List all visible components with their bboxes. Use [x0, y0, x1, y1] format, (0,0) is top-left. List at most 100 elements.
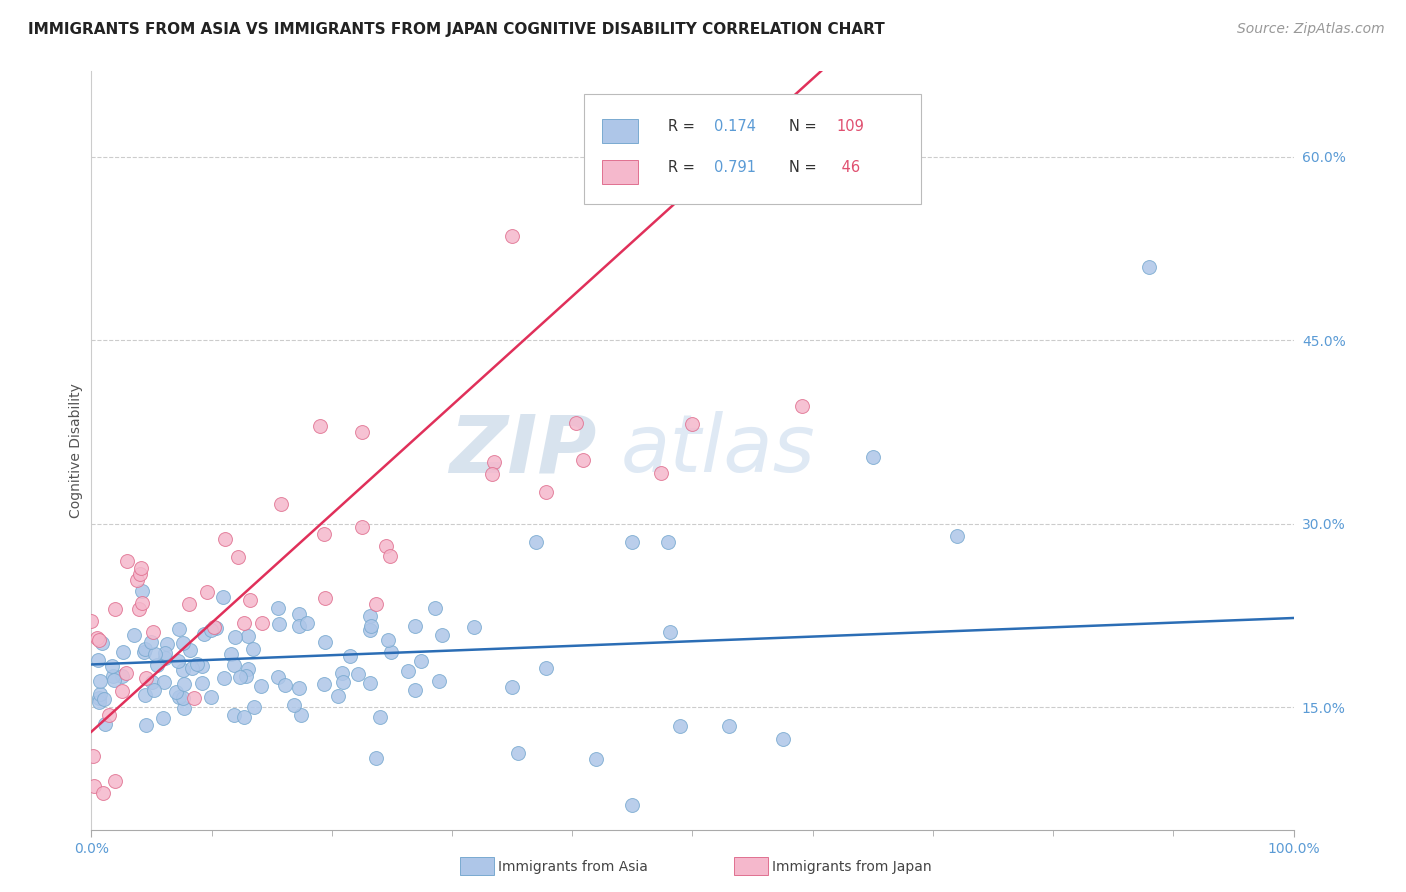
Point [89, 688, 111, 702]
Text: IMMIGRANTS FROM ASIA VS IMMIGRANTS FROM JAPAN COGNITIVE DISABILITY CORRELATION C: IMMIGRANTS FROM ASIA VS IMMIGRANTS FROM … [28, 22, 884, 37]
Point [183, 690, 205, 705]
Point [89, 673, 111, 688]
Point [295, 616, 318, 631]
Point [411, 654, 433, 668]
Point [111, 645, 134, 659]
Point [152, 711, 174, 725]
Point [127, 573, 149, 587]
Point [101, 659, 124, 673]
Text: N =: N = [789, 161, 817, 175]
Point [195, 584, 218, 599]
Point [222, 658, 245, 673]
Point [659, 624, 682, 639]
Point [534, 660, 557, 674]
Text: R =: R = [668, 120, 700, 134]
Point [423, 600, 446, 615]
Point [129, 567, 152, 582]
Point [463, 620, 485, 634]
Point [236, 629, 259, 643]
Point [375, 540, 398, 554]
Point [233, 709, 256, 723]
Point [104, 602, 127, 616]
Point [135, 718, 157, 732]
Point [862, 450, 884, 464]
Point [134, 642, 156, 657]
Point [146, 658, 169, 673]
Point [200, 690, 222, 704]
Point [80, 614, 103, 628]
Y-axis label: Cognitive Disability: Cognitive Disability [69, 383, 83, 518]
Point [153, 651, 176, 665]
Point [274, 678, 297, 692]
Point [339, 649, 361, 664]
Point [350, 520, 373, 534]
Point [153, 675, 176, 690]
Point [328, 689, 350, 703]
Point [165, 684, 187, 698]
Point [359, 675, 381, 690]
Point [167, 622, 190, 636]
Point [239, 592, 262, 607]
Point [226, 550, 249, 565]
Point [177, 597, 200, 611]
Point [377, 633, 399, 648]
Point [153, 646, 176, 660]
Point [142, 624, 165, 639]
Point [790, 399, 813, 413]
Point [173, 676, 195, 690]
Point [129, 561, 152, 575]
Point [565, 417, 588, 431]
Point [484, 455, 506, 469]
Point [360, 619, 382, 633]
Point [167, 690, 190, 705]
Point [359, 623, 381, 637]
Point [404, 618, 426, 632]
Point [330, 666, 353, 681]
Point [83, 779, 105, 793]
Point [104, 773, 127, 788]
Point [214, 532, 236, 546]
Point [288, 681, 311, 695]
Point [946, 529, 969, 543]
Point [238, 662, 260, 676]
Point [212, 591, 235, 605]
Point [93, 786, 115, 800]
Text: 0.791: 0.791 [714, 161, 756, 175]
Point [380, 645, 402, 659]
Point [204, 620, 226, 634]
Point [224, 630, 246, 644]
Point [90, 635, 112, 649]
Point [359, 608, 381, 623]
Point [585, 751, 607, 765]
Point [87, 695, 110, 709]
Point [156, 637, 179, 651]
Text: 0.174: 0.174 [714, 120, 756, 134]
Point [122, 627, 145, 641]
Point [191, 658, 214, 673]
Point [94, 716, 117, 731]
Point [481, 467, 503, 482]
Point [366, 751, 388, 765]
Point [180, 661, 202, 675]
Text: R =: R = [668, 161, 700, 175]
Point [186, 657, 208, 671]
Point [128, 602, 150, 616]
Point [1137, 260, 1160, 274]
Point [681, 417, 703, 431]
Point [657, 535, 679, 549]
Point [173, 701, 195, 715]
Point [772, 731, 794, 746]
Point [717, 718, 740, 732]
Point [501, 229, 523, 244]
Point [290, 708, 312, 723]
Point [141, 675, 163, 690]
Point [219, 648, 242, 662]
Point [404, 683, 426, 698]
Point [172, 691, 194, 706]
Point [283, 698, 305, 712]
Point [179, 643, 201, 657]
Point [242, 641, 264, 656]
Point [117, 553, 139, 567]
Point [191, 675, 214, 690]
Point [312, 677, 335, 691]
